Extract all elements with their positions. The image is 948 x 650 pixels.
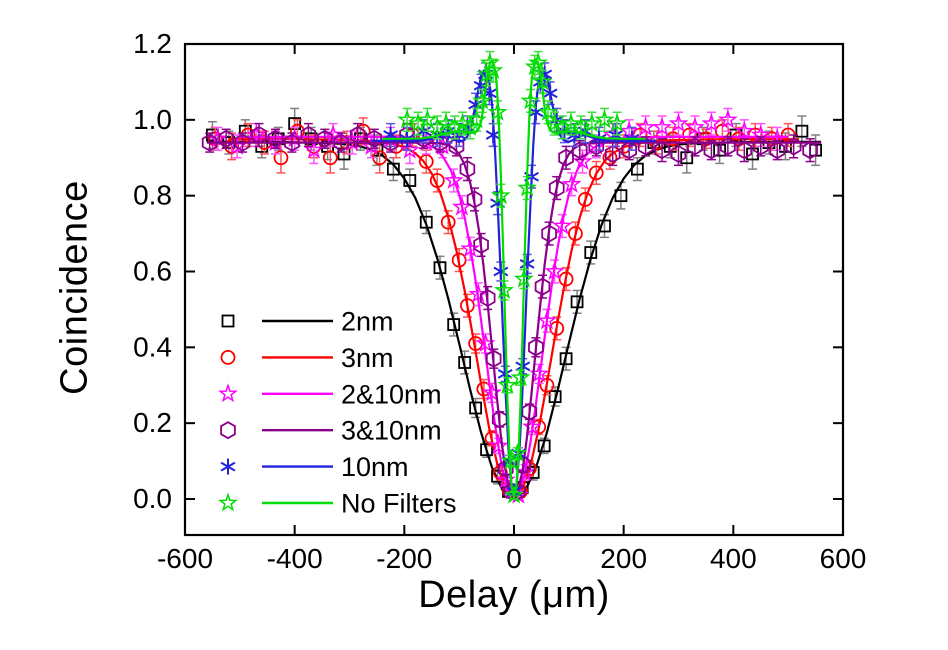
- x-tick-label: 0: [506, 543, 522, 574]
- series-no-filters: [382, 50, 646, 504]
- y-tick-label: 1.0: [133, 104, 172, 135]
- legend-label: 3&10nm: [341, 416, 442, 446]
- y-tick-label: 0.4: [133, 331, 172, 362]
- error-bar: [320, 128, 330, 150]
- y-axis-title: Coincidence: [53, 180, 96, 395]
- legend-label: 2&10nm: [341, 379, 442, 409]
- legend: 2nm 3nm 2&10nm 3&10nm 10nm No Filters: [218, 307, 457, 519]
- tick-labels: -600 -400 -200 0 200 400 600 0.0 0.2 0.4 0.6 0.8 1.0…: [133, 28, 866, 574]
- legend-item-3-10nm: 3&10nm: [220, 416, 442, 446]
- axis-ticks: [184, 43, 844, 535]
- legend-label: 2nm: [341, 307, 394, 337]
- legend-label: 3nm: [341, 343, 394, 373]
- error-bar: [723, 136, 733, 157]
- x-axis-title: Delay (μm): [418, 574, 610, 616]
- legend-item-2nm: 2nm: [221, 307, 394, 337]
- error-bar: [221, 128, 231, 150]
- x-tick-label: 600: [820, 543, 867, 574]
- x-tick-label: 200: [600, 543, 647, 574]
- y-tick-label: 0.6: [133, 255, 172, 286]
- x-tick-label: -400: [267, 543, 323, 574]
- legend-item-2-10nm: 2&10nm: [218, 379, 442, 409]
- y-tick-label: 0.8: [133, 180, 172, 211]
- x-tick-label: -200: [376, 543, 432, 574]
- y-tick-label: 0.0: [133, 483, 172, 514]
- legend-item-10nm: 10nm: [220, 452, 409, 482]
- legend-label: No Filters: [341, 489, 457, 519]
- fit-curve: [382, 60, 646, 499]
- legend-item-no-filters: No Filters: [218, 489, 457, 519]
- x-tick-label: 400: [710, 543, 757, 574]
- y-tick-label: 0.2: [133, 407, 172, 438]
- x-tick-label: -600: [157, 543, 213, 574]
- error-bar: [756, 136, 766, 157]
- error-bar: [772, 139, 782, 161]
- legend-item-3nm: 3nm: [220, 343, 394, 373]
- error-bar: [690, 136, 700, 157]
- error-bar: [369, 128, 379, 150]
- error-bar: [270, 128, 280, 150]
- y-tick-label: 1.2: [133, 28, 172, 59]
- error-bar: [706, 139, 716, 161]
- legend-label: 10nm: [341, 452, 409, 482]
- error-bar: [811, 134, 821, 167]
- error-bar: [575, 139, 585, 161]
